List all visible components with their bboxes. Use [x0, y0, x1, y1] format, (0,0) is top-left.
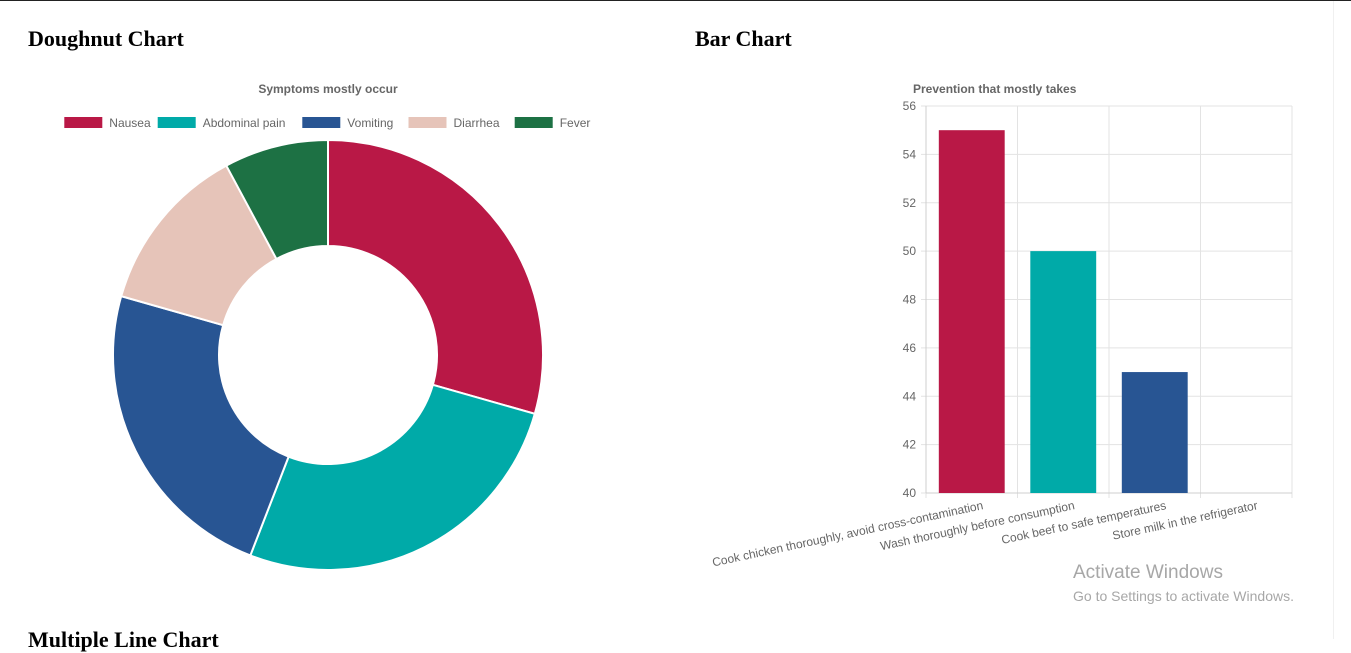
doughnut-chart: Symptoms mostly occur Nausea Abdominal pai…	[64, 82, 591, 571]
activate-windows-watermark: Activate Windows Go to Settings to activ…	[1073, 562, 1294, 604]
legend-label-0: Nausea	[109, 116, 151, 130]
legend-label-1: Abdominal pain	[203, 116, 286, 130]
legend-swatch-1	[157, 117, 196, 128]
y-tick-label-0: 40	[903, 486, 917, 500]
doughnut-slice-1	[249, 383, 537, 571]
y-tick-label-2: 44	[903, 389, 917, 403]
doughnut-chart-heading: Doughnut Chart	[28, 26, 184, 51]
y-tick-label-3: 46	[903, 341, 917, 355]
multiple-line-chart-heading: Multiple Line Chart	[28, 627, 219, 652]
bar-title: Prevention that mostly takes	[913, 82, 1077, 96]
doughnut-slice-0	[327, 138, 544, 416]
legend-label-2: Vomiting	[347, 116, 393, 130]
bar-1	[1030, 251, 1097, 493]
bar-chart: Prevention that mostly takes 40 42 44 46 48 50…	[711, 82, 1293, 569]
window-top-border	[0, 0, 1351, 1]
bar-2	[1121, 372, 1188, 493]
bar-0	[938, 130, 1005, 493]
doughnut-slice-2	[112, 294, 290, 557]
legend-label-3: Diarrhea	[454, 116, 500, 130]
y-tick-label-1: 42	[903, 438, 917, 452]
legend-swatch-0	[64, 117, 103, 128]
legend-swatch-2	[302, 117, 341, 128]
bar-chart-heading: Bar Chart	[695, 26, 792, 51]
watermark-subtitle: Go to Settings to activate Windows.	[1073, 588, 1294, 604]
legend-swatch-3	[408, 117, 447, 128]
scrollbar-track[interactable]	[1333, 1, 1351, 639]
y-tick-label-5: 50	[903, 244, 917, 258]
y-tick-label-8: 56	[903, 99, 917, 113]
y-tick-label-4: 48	[903, 293, 917, 307]
doughnut-title: Symptoms mostly occur	[258, 82, 398, 96]
doughnut-slice-4	[224, 138, 329, 261]
legend-swatch-4	[514, 117, 553, 128]
legend-label-4: Fever	[560, 116, 591, 130]
y-tick-label-6: 52	[903, 196, 917, 210]
y-tick-label-7: 54	[903, 147, 917, 161]
watermark-title: Activate Windows	[1073, 562, 1223, 583]
